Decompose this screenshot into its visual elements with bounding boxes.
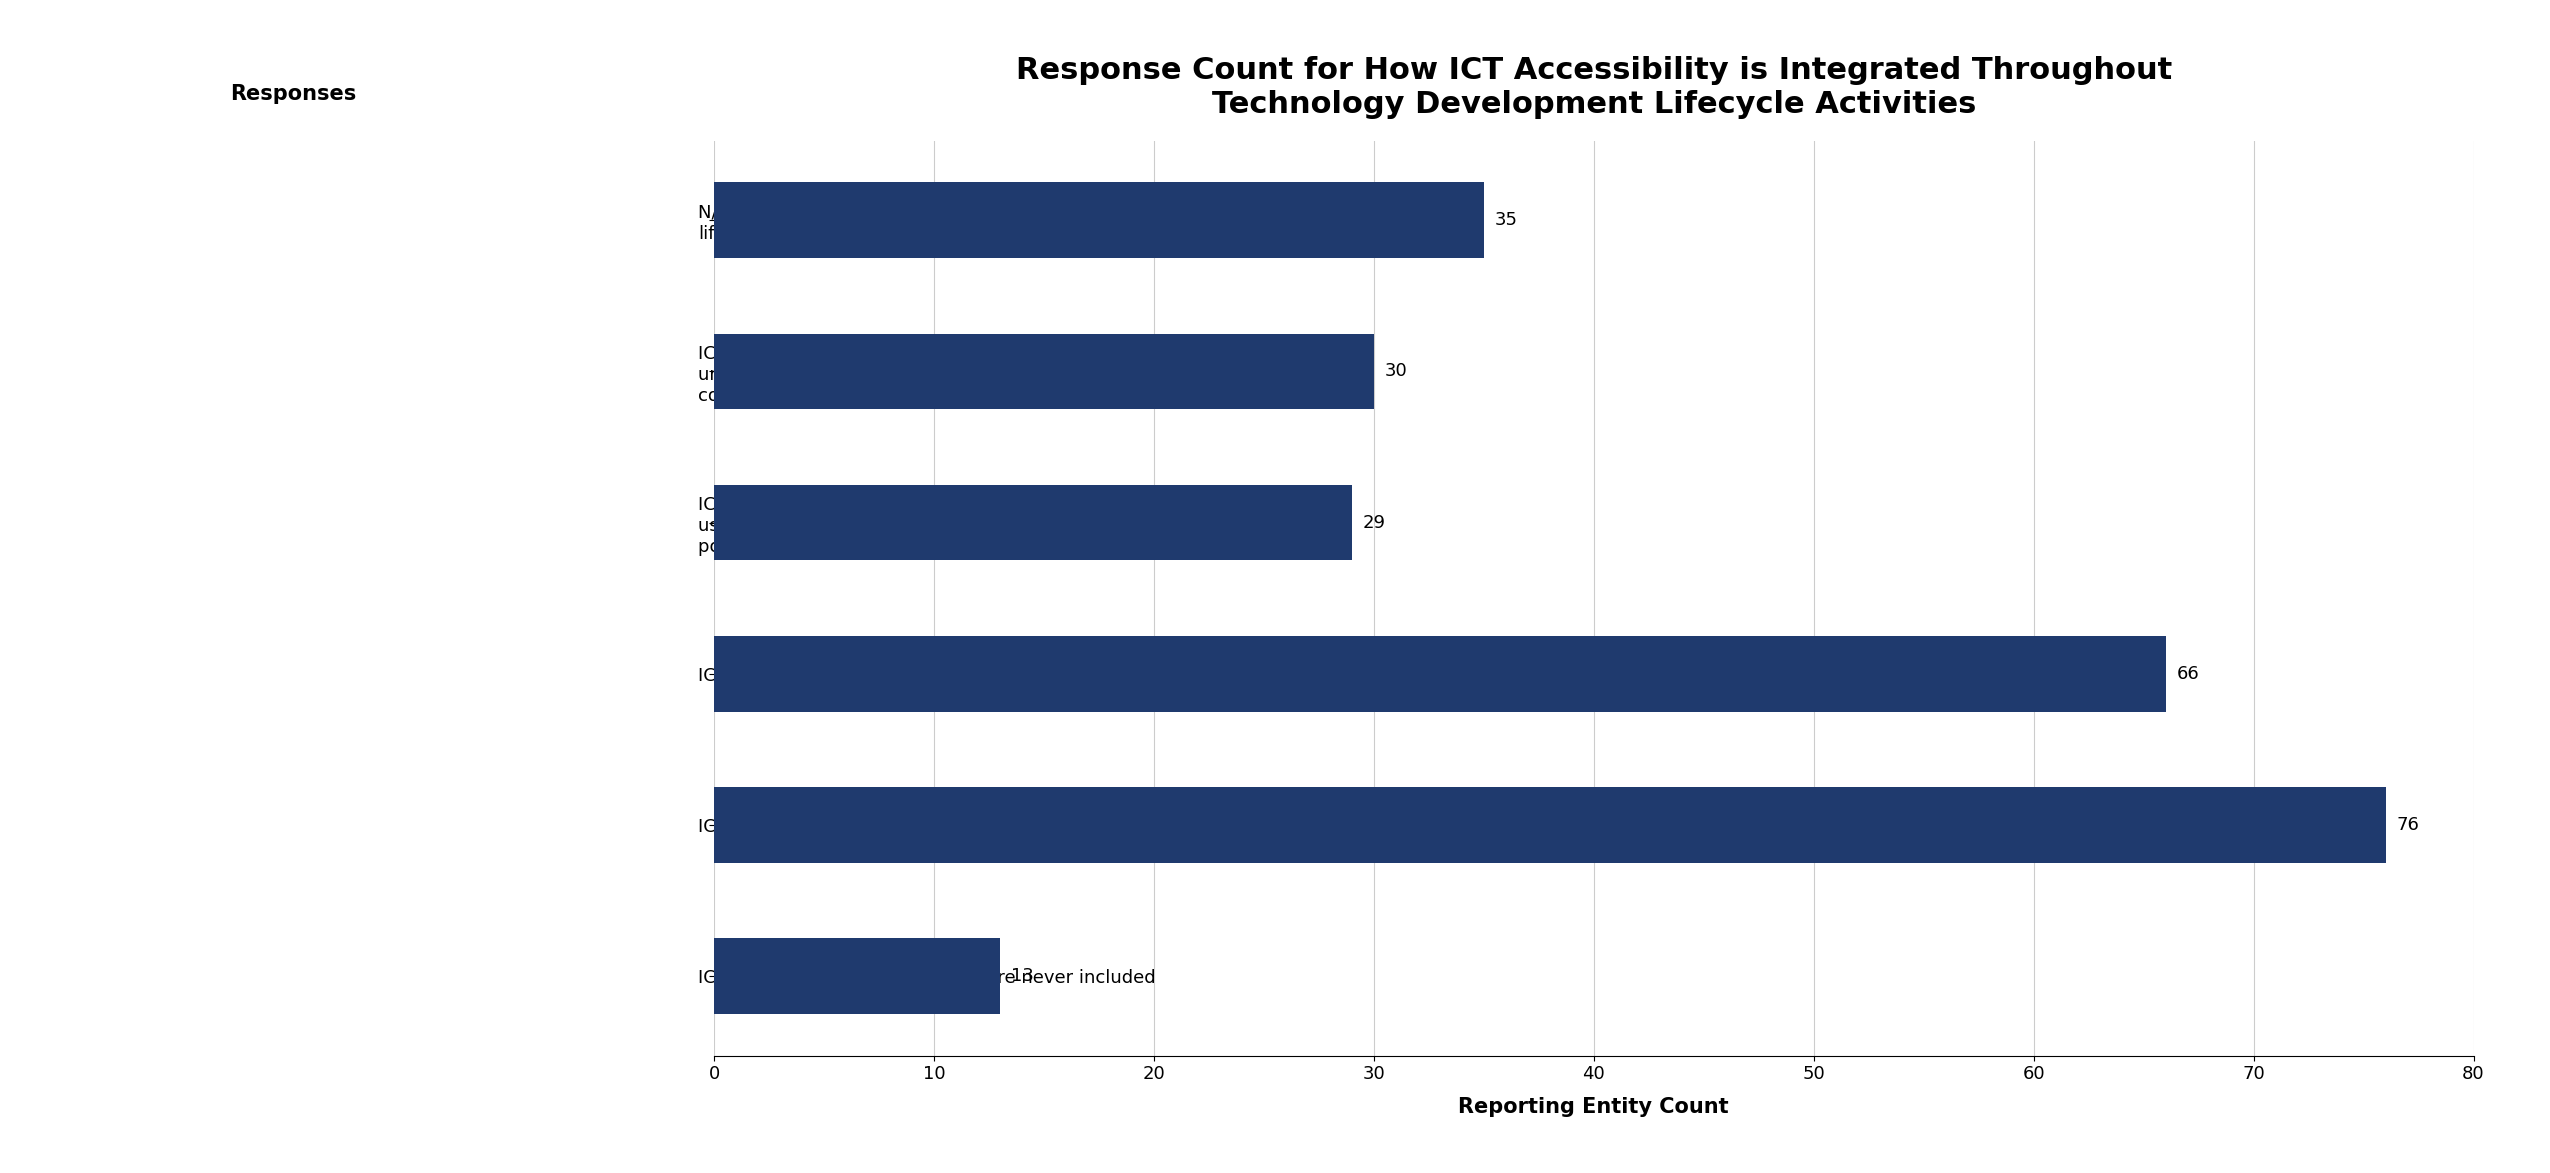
Bar [714, 484, 1352, 561]
Text: 66: 66 [2178, 665, 2198, 683]
Bar [714, 636, 2165, 712]
Bar [714, 787, 2387, 863]
Text: 76: 76 [2397, 816, 2420, 834]
Text: 29: 29 [1362, 514, 1385, 531]
X-axis label: Reporting Entity Count: Reporting Entity Count [1459, 1097, 1729, 1118]
Text: Responses: Responses [230, 84, 357, 104]
Text: 35: 35 [1494, 211, 1517, 229]
Title: Response Count for How ICT Accessibility is Integrated Throughout
Technology Dev: Response Count for How ICT Accessibility… [1015, 56, 2173, 118]
Text: 30: 30 [1385, 362, 1408, 380]
Bar [714, 333, 1374, 409]
Bar [714, 182, 1484, 258]
Bar [714, 938, 1000, 1015]
Text: 13: 13 [1010, 968, 1033, 985]
